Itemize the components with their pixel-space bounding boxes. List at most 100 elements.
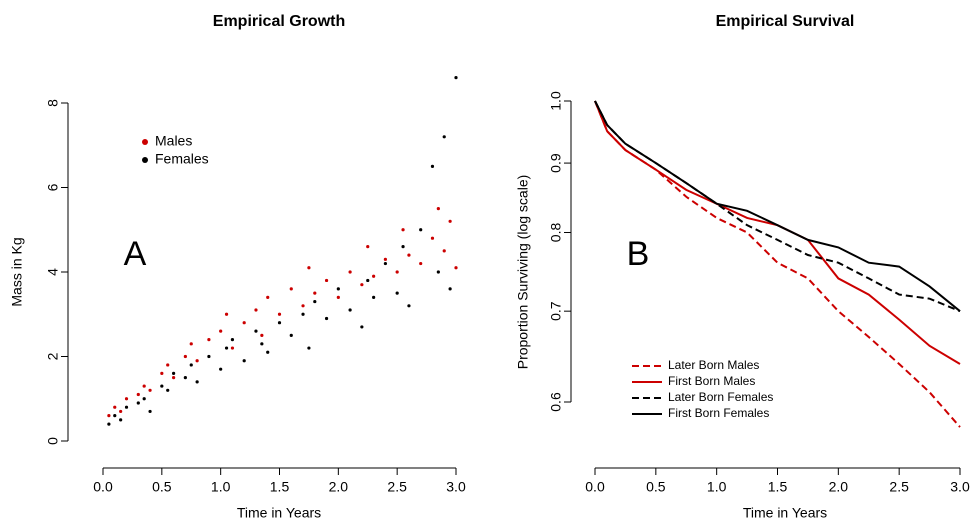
x-tick-label: 0.0 bbox=[585, 479, 605, 495]
y-tick-label: 0.7 bbox=[548, 301, 564, 321]
point bbox=[324, 278, 329, 283]
point bbox=[230, 346, 235, 350]
point bbox=[189, 342, 193, 346]
point bbox=[430, 236, 435, 240]
point bbox=[442, 135, 446, 139]
point bbox=[348, 270, 352, 274]
point bbox=[160, 384, 164, 388]
point bbox=[436, 207, 440, 211]
panel-label: A bbox=[124, 235, 147, 273]
point bbox=[107, 422, 111, 426]
point bbox=[113, 405, 117, 409]
x-tick-label: 1.5 bbox=[270, 479, 290, 495]
point bbox=[113, 414, 117, 418]
point bbox=[148, 388, 152, 392]
y-tick-label: 8 bbox=[45, 99, 61, 107]
point bbox=[124, 405, 129, 409]
chart-title: Empirical Survival bbox=[716, 13, 855, 30]
chart-title: Empirical Growth bbox=[213, 13, 345, 30]
legend-label: Later Born Males bbox=[668, 358, 759, 372]
point bbox=[119, 409, 123, 414]
point bbox=[401, 228, 405, 232]
point bbox=[224, 312, 229, 316]
point bbox=[436, 270, 440, 274]
point bbox=[454, 266, 458, 270]
point bbox=[454, 76, 458, 80]
point bbox=[207, 338, 211, 342]
point bbox=[148, 409, 152, 414]
point bbox=[407, 304, 411, 308]
y-tick-label: 0.6 bbox=[548, 392, 564, 412]
y-tick-label: 1.0 bbox=[548, 91, 564, 111]
y-tick-label: 2 bbox=[45, 352, 61, 360]
x-tick-label: 0.0 bbox=[93, 479, 113, 495]
point bbox=[119, 418, 123, 422]
point bbox=[183, 376, 187, 380]
point bbox=[360, 325, 364, 329]
point bbox=[289, 333, 293, 337]
x-tick-label: 1.0 bbox=[211, 479, 231, 495]
point bbox=[242, 321, 246, 325]
point bbox=[301, 312, 305, 316]
point bbox=[313, 291, 317, 295]
point bbox=[260, 333, 264, 337]
point bbox=[195, 380, 199, 384]
y-axis-label: Mass in Kg bbox=[9, 237, 25, 306]
y-tick-label: 0 bbox=[45, 437, 61, 445]
point bbox=[166, 388, 170, 392]
point bbox=[219, 367, 223, 371]
point bbox=[348, 308, 352, 312]
x-tick-label: 3.0 bbox=[446, 479, 466, 495]
x-tick-label: 1.0 bbox=[707, 479, 727, 495]
x-axis-label: Time in Years bbox=[743, 505, 827, 521]
survival-line bbox=[594, 100, 961, 365]
legend-label: Females bbox=[155, 151, 209, 167]
point bbox=[336, 295, 340, 299]
point bbox=[136, 392, 140, 397]
point bbox=[160, 371, 164, 375]
legend-marker bbox=[142, 139, 148, 145]
x-tick-label: 2.0 bbox=[329, 479, 349, 495]
point bbox=[254, 329, 258, 333]
point bbox=[366, 278, 370, 283]
point bbox=[419, 261, 423, 266]
y-tick-label: 6 bbox=[45, 183, 61, 191]
point bbox=[324, 316, 329, 321]
x-tick-label: 0.5 bbox=[152, 479, 172, 495]
point bbox=[260, 342, 264, 346]
point bbox=[401, 245, 405, 249]
legend-label: Males bbox=[155, 133, 192, 149]
point bbox=[372, 274, 376, 278]
point bbox=[307, 346, 311, 350]
point bbox=[254, 308, 258, 312]
point bbox=[336, 287, 340, 291]
point bbox=[142, 384, 146, 388]
x-tick-label: 2.5 bbox=[889, 479, 909, 495]
point bbox=[419, 228, 423, 232]
point bbox=[230, 338, 235, 342]
point bbox=[136, 401, 140, 405]
point bbox=[383, 257, 387, 261]
point bbox=[183, 354, 187, 359]
point bbox=[301, 304, 305, 308]
y-tick-label: 0.8 bbox=[548, 223, 564, 243]
point bbox=[124, 397, 129, 401]
point bbox=[219, 329, 223, 333]
survival-line bbox=[594, 100, 961, 313]
x-tick-label: 0.5 bbox=[646, 479, 666, 495]
point bbox=[242, 359, 246, 363]
point bbox=[189, 363, 193, 367]
point bbox=[442, 249, 446, 253]
point bbox=[289, 287, 293, 291]
point bbox=[366, 245, 370, 249]
point bbox=[395, 270, 399, 274]
legend-label: First Born Females bbox=[668, 406, 769, 420]
y-tick-label: 0.9 bbox=[548, 153, 564, 173]
panel-label: B bbox=[627, 235, 650, 273]
point bbox=[313, 299, 317, 304]
x-axis-label: Time in Years bbox=[237, 505, 321, 521]
point bbox=[195, 359, 199, 363]
point bbox=[266, 295, 270, 299]
point bbox=[142, 397, 146, 401]
